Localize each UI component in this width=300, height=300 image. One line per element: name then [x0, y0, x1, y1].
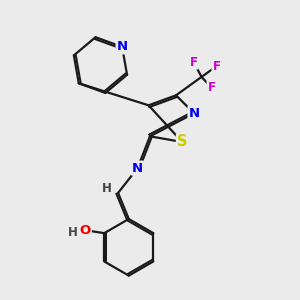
Text: S: S: [177, 134, 188, 149]
Text: H: H: [68, 226, 77, 238]
Text: N: N: [117, 40, 128, 53]
Text: N: N: [188, 107, 200, 120]
Text: F: F: [207, 81, 215, 94]
Text: H: H: [102, 182, 112, 195]
Text: O: O: [80, 224, 91, 237]
Text: F: F: [212, 60, 220, 73]
Text: F: F: [190, 56, 198, 69]
Text: N: N: [132, 162, 143, 175]
